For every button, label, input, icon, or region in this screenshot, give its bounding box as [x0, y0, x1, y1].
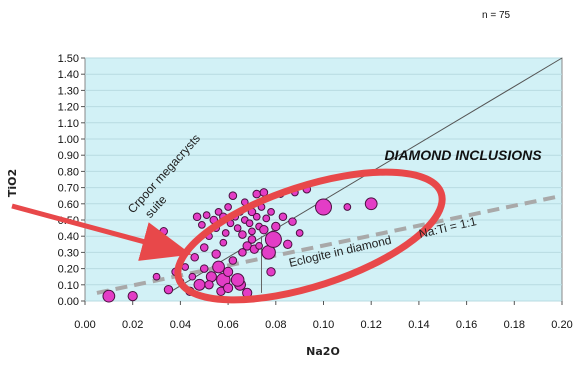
- data-point: [252, 189, 262, 199]
- data-point: [262, 214, 271, 223]
- data-point: [238, 248, 247, 257]
- data-point: [193, 278, 206, 291]
- data-point: [222, 266, 234, 277]
- data-point: [343, 203, 352, 211]
- data-point: [204, 280, 214, 290]
- data-point: [248, 227, 256, 236]
- data-point: [238, 230, 247, 239]
- data-point: [295, 229, 304, 237]
- y-tick-label: 0.40: [58, 231, 79, 243]
- data-point: [127, 291, 138, 302]
- x-axis-ticks: 0.00 0.02 0.04 0.06 0.08 0.10 0.12 0.14 0.16 0.18…: [74, 301, 573, 331]
- data-point: [278, 212, 288, 222]
- data-point: [222, 282, 234, 294]
- data-point: [245, 219, 254, 228]
- x-tick-label: 0.06: [217, 319, 238, 331]
- x-tick-label: 0.00: [74, 319, 95, 331]
- data-point: [205, 271, 217, 283]
- y-tick-label: 0.70: [58, 183, 79, 195]
- data-point: [102, 289, 116, 303]
- data-point: [192, 212, 202, 222]
- x-tick-label: 0.02: [122, 319, 143, 331]
- data-point: [283, 239, 293, 250]
- data-point: [163, 284, 174, 295]
- y-tick-label: 0.10: [58, 280, 79, 292]
- y-tick-label: 0.90: [58, 150, 79, 162]
- y-tick-label: 0.60: [58, 199, 79, 211]
- data-point: [228, 191, 238, 200]
- grid-lines: [85, 57, 562, 302]
- data-point: [271, 221, 281, 232]
- sample-count-label: n = 75: [482, 10, 511, 21]
- data-point: [214, 208, 223, 216]
- data-point: [266, 267, 276, 277]
- data-point: [267, 208, 275, 216]
- data-point: [264, 230, 282, 248]
- x-tick-label: 0.04: [170, 319, 191, 331]
- data-point: [247, 235, 257, 244]
- data-point: [152, 272, 161, 281]
- data-point: [230, 273, 245, 287]
- data-point: [288, 217, 297, 226]
- reference-line-na-ti-1-1: [96, 193, 563, 295]
- x-axis-title: Na2O: [306, 345, 340, 358]
- y-tick-label: 1.10: [58, 118, 79, 130]
- y-axis-title: TiO2: [6, 169, 19, 197]
- data-point: [211, 249, 221, 259]
- data-point: [228, 256, 238, 265]
- highlight-arrow: [11, 203, 192, 261]
- data-point: [199, 264, 209, 273]
- data-point: [202, 211, 211, 219]
- y-axis-ticks: 0.000.100.200.300.400.500.600.700.800.90…: [58, 53, 85, 308]
- data-point: [219, 238, 228, 247]
- data-point: [159, 227, 168, 236]
- x-tick-label: 0.10: [313, 319, 334, 331]
- data-point: [212, 260, 225, 274]
- y-tick-label: 0.80: [58, 166, 79, 178]
- x-tick-label: 0.12: [360, 319, 381, 331]
- data-point: [198, 221, 206, 229]
- data-point: [224, 203, 232, 211]
- data-point: [221, 229, 230, 237]
- y-tick-label: 1.40: [58, 69, 79, 81]
- data-point: [364, 197, 378, 211]
- data-point: [252, 212, 261, 221]
- y-tick-label: 1.50: [58, 53, 79, 65]
- y-tick-label: 0.20: [58, 264, 79, 276]
- y-tick-label: 1.00: [58, 134, 79, 146]
- y-tick-label: 0.30: [58, 247, 79, 259]
- x-tick-label: 0.18: [504, 319, 525, 331]
- data-point: [315, 198, 332, 216]
- y-tick-label: 0.00: [58, 296, 79, 308]
- x-tick-label: 0.08: [265, 319, 286, 331]
- y-tick-label: 1.30: [58, 85, 79, 97]
- data-point: [259, 225, 269, 235]
- data-points: [102, 184, 378, 303]
- data-point: [190, 252, 199, 262]
- x-tick-label: 0.16: [456, 319, 477, 331]
- x-tick-label: 0.20: [551, 319, 572, 331]
- data-point: [233, 224, 242, 232]
- data-point: [188, 272, 197, 281]
- y-tick-label: 1.20: [58, 102, 79, 114]
- data-point: [199, 243, 209, 252]
- diamond-inclusions-annotation: DIAMOND INCLUSIONS: [384, 147, 542, 163]
- data-point: [255, 242, 263, 250]
- highlight-ellipse: [174, 168, 446, 304]
- x-tick-label: 0.14: [408, 319, 429, 331]
